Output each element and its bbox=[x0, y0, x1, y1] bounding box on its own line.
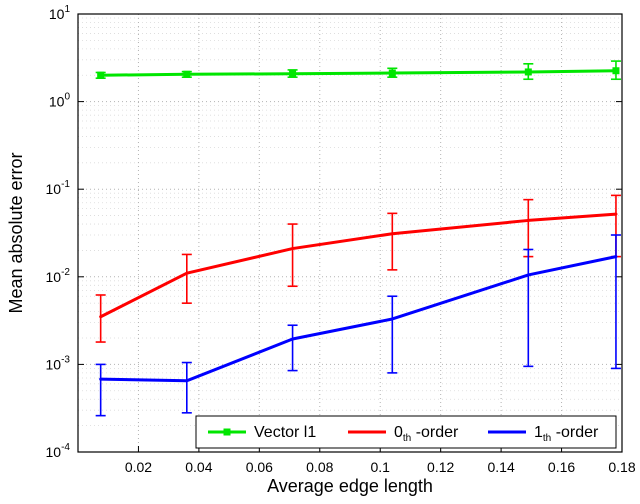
x-tick-label: 0.08 bbox=[306, 459, 333, 475]
y-tick-label: 10-3 bbox=[46, 354, 71, 372]
x-tick-label: 0.06 bbox=[246, 459, 273, 475]
series-line bbox=[101, 214, 616, 317]
x-tick-label: 0.18 bbox=[608, 459, 635, 475]
series-line bbox=[101, 257, 616, 381]
series-marker bbox=[97, 72, 104, 79]
x-tick-label: 0.04 bbox=[185, 459, 212, 475]
x-tick-label: 0.02 bbox=[125, 459, 152, 475]
y-tick-label: 101 bbox=[49, 4, 71, 22]
error-chart: 0.02 0.04 0.06 0.08 0.1 0.12 0.14 0.16 0.18 10-4 1… bbox=[0, 0, 640, 504]
y-tick-label: 10-4 bbox=[46, 442, 71, 460]
y-tick-label: 10-2 bbox=[46, 267, 71, 285]
x-tick-label: 0.12 bbox=[427, 459, 454, 475]
series-marker bbox=[183, 71, 190, 78]
x-tick-label: 0.16 bbox=[548, 459, 575, 475]
y-tick-label: 100 bbox=[49, 92, 71, 110]
y-axis-label: Mean absolute error bbox=[6, 152, 26, 313]
series-line bbox=[101, 71, 616, 75]
x-tick-label: 0.14 bbox=[487, 459, 514, 475]
plot-area bbox=[78, 14, 622, 452]
chart-container: 0.02 0.04 0.06 0.08 0.1 0.12 0.14 0.16 0.18 10-4 1… bbox=[0, 0, 640, 504]
series-marker bbox=[525, 68, 532, 75]
legend-label: Vector l1 bbox=[254, 424, 316, 441]
x-tick-label: 0.1 bbox=[370, 459, 390, 475]
y-tick-label: 10-1 bbox=[46, 179, 71, 197]
series-marker bbox=[289, 70, 296, 77]
x-axis-label: Average edge length bbox=[267, 476, 433, 496]
series-marker bbox=[389, 70, 396, 77]
series-marker bbox=[612, 67, 619, 74]
